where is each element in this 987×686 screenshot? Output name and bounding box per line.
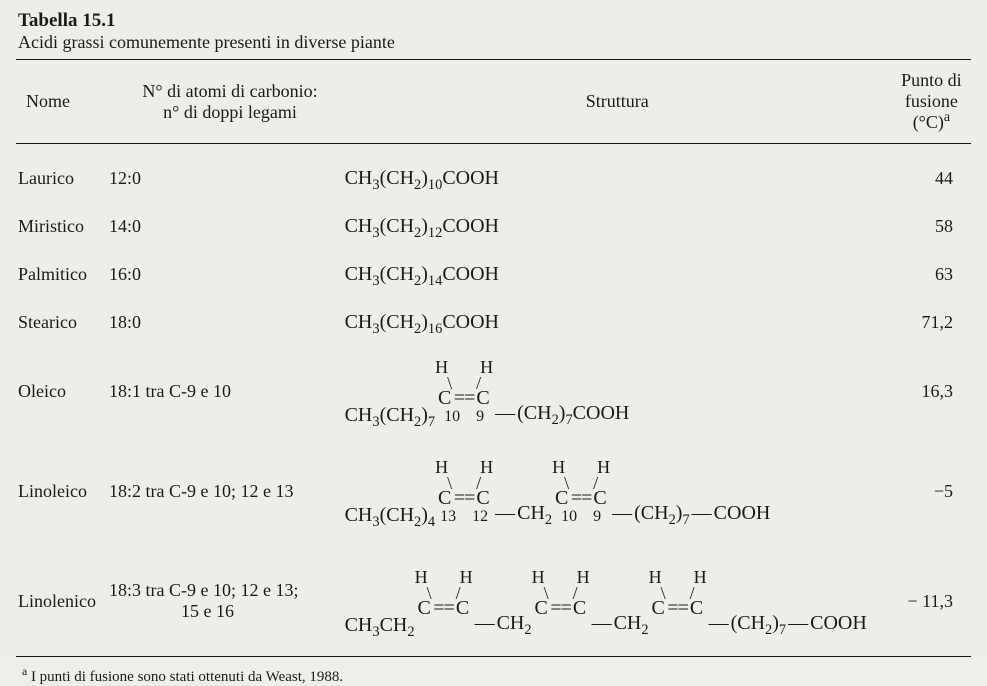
sub-n: 7 — [779, 622, 786, 638]
table-row: Linoleico 18:2 tra C-9 e 10; 12 e 13 CH3… — [16, 436, 971, 546]
sub-n: 7 — [565, 412, 572, 428]
table-row: Palmitico 16:0 CH3(CH2)14COOH 63 — [16, 250, 971, 298]
sub-n: 7 — [682, 512, 689, 528]
table-body: Laurico 12:0 CH3(CH2)10COOH 44 Miristico… — [16, 144, 971, 656]
cell-nome: Linolenico — [16, 591, 109, 612]
table-header-row: Nome N° di atomi di carbonio: n° di dopp… — [16, 60, 971, 143]
cell-nome: Linoleico — [16, 481, 109, 502]
cell-carb: 18:3 tra C-9 e 10; 12 e 13; 15 e 16 — [109, 580, 325, 622]
header-punto: Punto di fusione (°C)a — [892, 70, 971, 133]
cell-nome: Laurico — [16, 168, 109, 189]
pos-label: 9 — [593, 509, 601, 525]
sub-n: 16 — [428, 321, 442, 337]
cell-punto: 63 — [876, 264, 971, 285]
cell-structure: CH3(CH2)16COOH — [325, 312, 877, 332]
structure-miristico: CH3(CH2)12COOH — [345, 216, 499, 236]
cell-nome: Stearico — [16, 312, 109, 333]
cell-carb-line2: 15 e 16 — [109, 601, 234, 621]
header-punto-sup: a — [944, 109, 950, 125]
cell-carb-line1: 18:3 tra C-9 e 10; 12 e 13; — [109, 580, 298, 600]
pos-label: 13 — [440, 509, 456, 525]
sub-n: 14 — [428, 273, 442, 289]
double-bond-unit: HH \/ C==C — [532, 568, 590, 635]
structure-stearico: CH3(CH2)16COOH — [345, 312, 499, 332]
cell-structure: CH3CH2 HH \/ C==C —CH2 HH \/ C==C — [325, 568, 877, 635]
double-bond-unit: HH \/ C==C 109 — [435, 358, 493, 425]
double-bond-unit: HH \/ C==C 1312 — [435, 458, 493, 525]
cell-punto: 16,3 — [876, 381, 971, 402]
pos-label: 10 — [561, 509, 577, 525]
table-row: Miristico 14:0 CH3(CH2)12COOH 58 — [16, 202, 971, 250]
cell-structure: CH3(CH2)7 HH \/ C==C 109 —(CH2)7COOH — [325, 358, 877, 425]
cell-structure: CH3(CH2)4 HH \/ C==C 1312 —CH2 HH \/ C==… — [325, 458, 877, 525]
cell-nome: Oleico — [16, 381, 109, 402]
sub-n: 7 — [428, 414, 435, 430]
cell-punto: −5 — [876, 481, 971, 502]
sub-n: 4 — [428, 514, 435, 530]
pos-label: 10 — [444, 409, 460, 425]
structure-laurico: CH3(CH2)10COOH — [345, 168, 499, 188]
table-row: Oleico 18:1 tra C-9 e 10 CH3(CH2)7 HH \/… — [16, 346, 971, 436]
header-carbonio-line1: N° di atomi di carbonio: — [142, 81, 317, 101]
header-nome: Nome — [16, 91, 120, 112]
cell-nome: Miristico — [16, 216, 109, 237]
table-caption: Acidi grassi comunemente presenti in div… — [18, 32, 971, 53]
cell-carb: 16:0 — [109, 264, 325, 285]
header-struttura: Struttura — [343, 91, 892, 112]
structure-linolenico: CH3CH2 HH \/ C==C —CH2 HH \/ C==C — [345, 568, 867, 635]
structure-oleico: CH3(CH2)7 HH \/ C==C 109 —(CH2)7COOH — [345, 358, 630, 425]
cell-punto: 44 — [876, 168, 971, 189]
cell-structure: CH3(CH2)10COOH — [325, 168, 877, 188]
pos-label: 9 — [476, 409, 484, 425]
cell-punto: 71,2 — [876, 312, 971, 333]
table-footnote: a I punti di fusione sono stati ottenuti… — [16, 657, 971, 686]
cell-carb: 18:2 tra C-9 e 10; 12 e 13 — [109, 481, 325, 502]
structure-linoleico: CH3(CH2)4 HH \/ C==C 1312 —CH2 HH \/ C==… — [345, 458, 771, 525]
cell-structure: CH3(CH2)14COOH — [325, 264, 877, 284]
double-bond-unit: HH \/ C==C — [649, 568, 707, 635]
pos-label: 12 — [472, 509, 488, 525]
cell-carb: 14:0 — [109, 216, 325, 237]
cell-carb: 12:0 — [109, 168, 325, 189]
structure-palmitico: CH3(CH2)14COOH — [345, 264, 499, 284]
double-bond-unit: HH \/ C==C 109 — [552, 458, 610, 525]
cell-nome: Palmitico — [16, 264, 109, 285]
header-carbonio-line2: n° di doppi legami — [163, 102, 297, 122]
sub-n: 12 — [428, 225, 442, 241]
footnote-text: I punti di fusione sono stati ottenuti d… — [27, 669, 343, 685]
table-row: Stearico 18:0 CH3(CH2)16COOH 71,2 — [16, 298, 971, 346]
header-punto-line1: Punto di — [901, 70, 962, 90]
table-row: Laurico 12:0 CH3(CH2)10COOH 44 — [16, 154, 971, 202]
cell-structure: CH3(CH2)12COOH — [325, 216, 877, 236]
page: Tabella 15.1 Acidi grassi comunemente pr… — [0, 0, 987, 659]
table-title-block: Tabella 15.1 Acidi grassi comunemente pr… — [16, 8, 971, 59]
table-label: Tabella 15.1 — [18, 10, 971, 32]
table-row: Linolenico 18:3 tra C-9 e 10; 12 e 13; 1… — [16, 546, 971, 656]
sub-n: 10 — [428, 177, 442, 193]
cell-punto: 58 — [876, 216, 971, 237]
cell-carb: 18:0 — [109, 312, 325, 333]
cell-punto: − 11,3 — [876, 591, 971, 612]
double-bond-unit: HH \/ C==C — [415, 568, 473, 635]
cell-carb: 18:1 tra C-9 e 10 — [109, 381, 325, 402]
header-carbonio: N° di atomi di carbonio: n° di doppi leg… — [120, 81, 343, 123]
